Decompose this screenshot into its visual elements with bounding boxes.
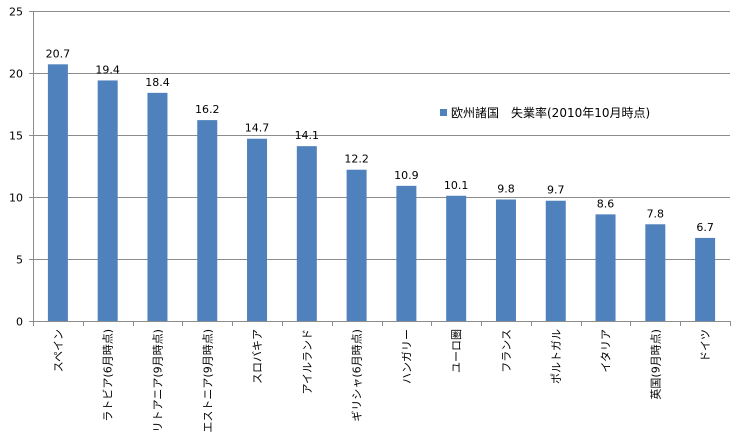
data-label: 16.2: [195, 103, 220, 116]
data-label: 8.6: [597, 197, 615, 210]
bar: [595, 214, 616, 321]
bar: [147, 92, 168, 321]
x-tick-label: ユーロ圏: [450, 329, 463, 373]
bar: [97, 80, 118, 321]
x-tick-label: イタリア: [600, 329, 613, 373]
data-label: 14.1: [295, 129, 320, 142]
data-label: 18.4: [145, 76, 170, 89]
x-tick-label: ハンガリー: [400, 329, 413, 384]
bar: [197, 120, 218, 322]
x-tick-label: ポルトガル: [550, 329, 563, 384]
data-label: 10.1: [444, 179, 469, 192]
y-tick-label: 25: [9, 6, 23, 19]
y-tick-label: 15: [9, 130, 23, 143]
x-tick-label: スペイン: [52, 329, 65, 372]
y-tick-label: 5: [16, 254, 23, 267]
y-tick-label: 20: [9, 68, 23, 81]
bar: [446, 195, 467, 321]
gridlines: [33, 11, 730, 260]
legend: 欧州諸国 失業率(2010年10月時点): [440, 104, 650, 121]
y-tick-label: 0: [16, 316, 23, 329]
data-label: 9.8: [497, 182, 515, 195]
data-label: 19.4: [95, 63, 120, 76]
x-tick-label: ギリシャ(6月時点): [351, 329, 364, 422]
data-label: 6.7: [696, 221, 714, 234]
bar: [545, 200, 566, 321]
bar: [695, 237, 716, 321]
data-label: 9.7: [547, 184, 565, 197]
bar: [645, 224, 666, 321]
bar: [247, 138, 268, 321]
data-label: 10.9: [394, 169, 419, 182]
x-axis: スペイン ラトビア(6月時点) リトアニア(9月時点) エストニア(9月時点) スロバキ…: [33, 321, 731, 433]
bar: [296, 146, 317, 321]
x-tick-label: エストニア(9月時点): [201, 329, 214, 433]
x-tick-label: 英国(9月時点): [648, 329, 662, 400]
x-tick-label: ドイツ: [699, 329, 712, 362]
x-tick-label: アイルランド: [301, 329, 314, 394]
bar: [47, 64, 68, 321]
x-tick-label: フランス: [500, 329, 513, 373]
y-tick-label: 10: [9, 192, 23, 205]
data-label: 12.2: [344, 153, 369, 166]
legend-label: 欧州諸国 失業率(2010年10月時点): [451, 106, 651, 120]
data-label: 7.8: [647, 207, 665, 220]
bar: [495, 199, 516, 321]
data-label: 14.7: [245, 122, 270, 135]
y-axis: 0 5 10 15 20 25: [9, 6, 34, 329]
x-tick-label: スロバキア: [251, 329, 264, 384]
x-tick-label: リトアニア(9月時点): [151, 329, 164, 432]
bars: [47, 64, 716, 322]
data-labels: 20.7 19.4 18.4 16.2 14.7 14.1 12.2 10.9 10.1 9.8 9…: [46, 47, 714, 234]
bar: [346, 169, 367, 321]
x-tick-label: ラトビア(6月時点): [102, 329, 115, 422]
bar: [396, 185, 417, 321]
legend-swatch: [440, 109, 447, 116]
data-label: 20.7: [46, 47, 71, 60]
